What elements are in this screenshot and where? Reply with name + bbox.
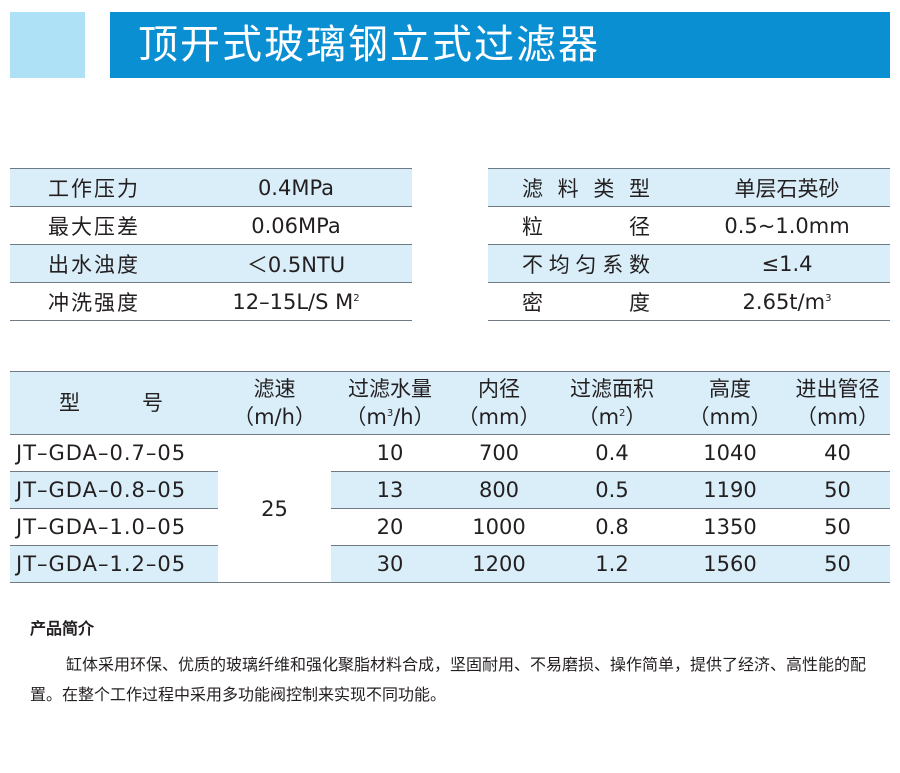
header-diameter: 内径 （mm） [449, 371, 549, 435]
cell-area: 0.8 [549, 508, 675, 546]
header-area: 过滤面积 （m2） [549, 371, 675, 435]
cell-diameter: 700 [449, 434, 549, 472]
cell-diameter: 1000 [449, 508, 549, 546]
header-line1: 过滤面积 [570, 377, 654, 401]
cell-diameter: 800 [449, 471, 549, 509]
cell-height: 1190 [675, 471, 785, 509]
cell-model: JT–GDA–1.2–05 [10, 545, 218, 583]
header-line1: 滤速 [253, 377, 296, 401]
table-row: JT–GDA–0.7–05 25 10 700 0.4 1040 40 [10, 434, 890, 583]
cell-height: 1350 [675, 508, 785, 546]
header-unit-post: /h） [393, 405, 435, 429]
cell-model: JT–GDA–0.7–05 [10, 434, 218, 472]
spec-label: 最大压差 [10, 206, 180, 245]
header-line1: 内径 [478, 377, 520, 401]
intro-paragraph: 缸体采用环保、优质的玻璃纤维和强化聚脂材料合成，坚固耐用、不易磨损、操作简单，提… [30, 655, 867, 704]
header-model: 型号 [10, 371, 218, 435]
header-height: 高度 （mm） [675, 371, 785, 435]
page-title: 顶开式玻璃钢立式过滤器 [138, 22, 600, 68]
header-flow: 过滤水量 （m3/h） [331, 371, 449, 435]
spec-label: 冲洗强度 [10, 282, 180, 321]
spec-label-text: 滤料类型 [522, 176, 650, 201]
spec-row: 粒径 0.5~1.0mm [488, 206, 890, 245]
cell-pipe: 50 [785, 545, 890, 583]
spec-label: 出水浊度 [10, 244, 180, 283]
header-unit-post: ） [625, 405, 647, 429]
spec-row: 工作压力 0.4MPa [10, 168, 412, 207]
cell-area: 1.2 [549, 545, 675, 583]
spec-value: 12–15L/S M2 [180, 282, 412, 321]
intro-heading: 产品简介 [30, 619, 95, 638]
cell-height: 1560 [675, 545, 785, 583]
header-line2: （m3/h） [331, 403, 449, 431]
cell-height: 1040 [675, 434, 785, 472]
cell-pipe: 50 [785, 508, 890, 546]
cell-diameter: 1200 [449, 545, 549, 583]
spec-value-superscript: 2 [353, 292, 360, 304]
header-pipe: 进出管径 （mm） [785, 371, 890, 435]
header-accent-block [10, 12, 85, 78]
header-unit-sup: 3 [386, 408, 394, 419]
spec-row: 密度 2.65t/m3 [488, 282, 890, 321]
spec-label: 密度 [488, 282, 684, 321]
cell-flow: 20 [331, 508, 449, 546]
spec-value: 单层石英砂 [684, 168, 890, 207]
header-line2: （m2） [549, 403, 675, 431]
spec-row: 不均匀系数 ≤1.4 [488, 244, 890, 283]
table-row: JT–GDA–1.2–05 30 1200 1.2 1560 50 [10, 545, 890, 583]
models-header-row: 型号 滤速 （m/h） 过滤水量 （m3/h） 内径 （mm） 过滤面积 （m2） 高度… [10, 371, 890, 435]
cell-speed: 25 [218, 434, 331, 583]
header-model-text: 型号 [59, 391, 169, 415]
header-bar: 顶开式玻璃钢立式过滤器 [110, 12, 890, 78]
header-unit-sup: 2 [619, 408, 626, 419]
spec-table-left: 工作压力 0.4MPa 最大压差 0.06MPa 出水浊度 ＜0.5NTU 冲洗… [10, 168, 412, 321]
cell-flow: 10 [331, 434, 449, 472]
spec-value: 0.4MPa [180, 168, 412, 207]
spec-value-superscript: 3 [825, 292, 832, 304]
header-line2: （m/h） [233, 405, 316, 429]
spec-label: 滤料类型 [488, 168, 684, 207]
spec-table-right: 滤料类型 单层石英砂 粒径 0.5~1.0mm 不均匀系数 ≤1.4 密度 2.… [488, 168, 890, 321]
spec-value-text: 2.65t/m [742, 289, 826, 314]
header-unit-pre: （m [345, 405, 387, 429]
cell-model: JT–GDA–1.0–05 [10, 508, 218, 546]
cell-model: JT–GDA–0.8–05 [10, 471, 218, 509]
header-line2: （mm） [457, 405, 541, 429]
header-line1: 进出管径 [795, 377, 880, 401]
spec-row: 最大压差 0.06MPa [10, 206, 412, 245]
header-line2: （mm） [796, 405, 879, 429]
spec-value: ＜0.5NTU [180, 244, 412, 283]
cell-flow: 30 [331, 545, 449, 583]
spec-label-text: 密度 [522, 290, 650, 315]
cell-pipe: 40 [785, 434, 890, 472]
models-table: 型号 滤速 （m/h） 过滤水量 （m3/h） 内径 （mm） 过滤面积 （m2） 高度… [10, 371, 890, 583]
spec-value: 2.65t/m3 [684, 282, 890, 321]
header-speed: 滤速 （m/h） [218, 371, 331, 435]
spec-value: ≤1.4 [684, 244, 890, 283]
spec-label-text: 粒径 [522, 214, 650, 239]
spec-label: 不均匀系数 [488, 244, 684, 283]
cell-area: 0.5 [549, 471, 675, 509]
table-row: JT–GDA–0.8–05 13 800 0.5 1190 50 [10, 471, 890, 509]
spec-value: 0.5~1.0mm [684, 206, 890, 245]
spec-label: 粒径 [488, 206, 684, 245]
header-line2: （mm） [688, 405, 772, 429]
cell-pipe: 50 [785, 471, 890, 509]
spec-value-text: 12–15L/S M [232, 289, 354, 314]
header-line1: 高度 [709, 377, 751, 401]
cell-area: 0.4 [549, 434, 675, 472]
spec-value: 0.06MPa [180, 206, 412, 245]
table-row: JT–GDA–1.0–05 20 1000 0.8 1350 50 [10, 508, 890, 546]
spec-label: 工作压力 [10, 168, 180, 207]
spec-label-text: 不均匀系数 [522, 252, 650, 277]
header-unit-pre: （m [577, 405, 620, 429]
cell-flow: 13 [331, 471, 449, 509]
spec-row: 出水浊度 ＜0.5NTU [10, 244, 412, 283]
header-line1: 过滤水量 [348, 377, 432, 401]
spec-row: 冲洗强度 12–15L/S M2 [10, 282, 412, 321]
spec-row: 滤料类型 单层石英砂 [488, 168, 890, 207]
